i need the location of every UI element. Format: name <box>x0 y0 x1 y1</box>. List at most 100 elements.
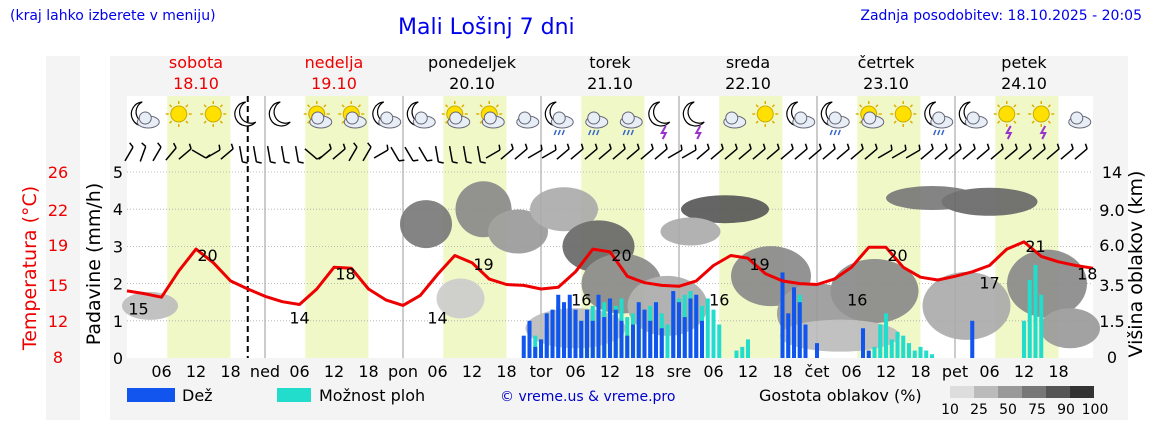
sun-ray <box>307 104 311 108</box>
wind-barb <box>1018 143 1032 160</box>
day-date: 21.10 <box>587 74 633 93</box>
sun-ray <box>219 104 223 108</box>
sun-ray <box>203 104 207 108</box>
wind-barb-feather <box>846 143 850 150</box>
temperature-line <box>126 240 1094 307</box>
x-tick-label: 18 <box>772 362 792 381</box>
shower-bar <box>1039 294 1044 358</box>
rain-bar <box>527 320 532 358</box>
temperature-tick: 19 <box>48 236 68 255</box>
sun-ray <box>909 120 913 124</box>
sun-ray <box>1047 104 1051 108</box>
wind-barb-shaft <box>152 146 162 162</box>
rain-bar <box>970 320 975 358</box>
daylight-band <box>167 96 231 358</box>
wind-barb <box>584 143 598 160</box>
wind-barb-feather <box>748 143 752 150</box>
wind-barb-feather <box>466 161 472 164</box>
cloud-rain-icon <box>619 111 643 136</box>
wind-barb <box>934 143 948 160</box>
wind-barb-feather <box>944 143 948 150</box>
x-tick-label: 12 <box>1014 362 1034 381</box>
wind-barb <box>877 144 893 159</box>
wind-barb <box>667 144 683 159</box>
left-panel <box>46 56 80 420</box>
rain-bar <box>550 309 555 358</box>
rain-bar <box>533 346 538 358</box>
x-tick-label: 12 <box>876 362 896 381</box>
wind-barb-shaft <box>598 148 612 160</box>
rain-bar <box>567 294 572 358</box>
wind-barb-feather <box>141 142 147 148</box>
wind-barb-feather <box>818 143 822 150</box>
temperature-tick: 8 <box>53 348 63 367</box>
credit-link[interactable]: © vreme.us & vreme.pro <box>500 389 675 405</box>
wind-barb-shaft <box>485 149 501 159</box>
wind-barb-feather <box>524 143 528 150</box>
x-tick-label: 12 <box>186 362 206 381</box>
rain-bar <box>642 309 647 358</box>
wind-barb-feather <box>1042 143 1046 150</box>
wind-barb-feather <box>608 143 612 150</box>
wind-barb-feather <box>694 144 697 151</box>
rain-drop <box>829 129 833 136</box>
moon-cloud-icon <box>130 101 160 129</box>
x-tick-label: 18 <box>910 362 930 381</box>
sun-ray <box>909 104 913 108</box>
x-tick-label: tor <box>530 362 553 381</box>
wind-barb <box>794 143 808 160</box>
shower-bar <box>734 350 739 358</box>
cloud-density-blob <box>488 209 548 254</box>
wind-barb <box>220 143 234 160</box>
sun-ray <box>755 104 759 108</box>
cloud-density-blob <box>830 259 919 324</box>
wind-barb <box>152 142 162 162</box>
lightning-bolt <box>660 125 668 140</box>
wind-barb-shaft <box>448 145 454 163</box>
wind-barb <box>948 143 962 160</box>
wind-barb <box>500 143 514 160</box>
wind-barb-feather <box>790 143 794 150</box>
density-swatch <box>998 386 1022 398</box>
wind-barb-feather <box>540 144 543 151</box>
precipitation-tick: 5 <box>113 163 123 182</box>
wind-barb-feather <box>298 161 304 164</box>
cloud-puff <box>863 111 877 125</box>
wind-barb-feather <box>353 142 358 148</box>
x-tick-label: 18 <box>358 362 378 381</box>
wind-barb-shaft <box>318 148 332 160</box>
wind-barb-feather <box>256 161 262 164</box>
day-name: sobota <box>169 53 223 72</box>
density-swatch <box>1046 386 1070 398</box>
cloud-density-blob <box>780 319 900 352</box>
sun-ray <box>1013 120 1017 124</box>
sun-ray <box>341 104 345 108</box>
wind-barb-shaft <box>294 145 300 163</box>
moon-cloud-icon <box>372 101 402 129</box>
wind-barb-shaft <box>1074 148 1088 160</box>
sun-ray <box>771 120 775 124</box>
wind-barb-shaft <box>724 148 738 160</box>
sun-ray <box>875 104 879 108</box>
wind-barb-feather <box>706 143 710 150</box>
precipitation-tick: 0 <box>113 349 123 368</box>
wind-barb <box>418 146 433 162</box>
temperature-extreme-label: 21 <box>1025 237 1045 256</box>
x-tick-label: 12 <box>324 362 344 381</box>
wind-barb <box>724 143 738 160</box>
wind-barb-feather <box>1000 143 1004 150</box>
moon-cloud-rain-icon <box>820 101 850 136</box>
location-hint[interactable]: (kraj lahko izberete v meniju) <box>10 8 216 24</box>
x-tick-label: 12 <box>600 362 620 381</box>
wind-barb-feather <box>480 161 486 164</box>
sun-icon <box>890 101 917 127</box>
rain-bar <box>590 320 595 358</box>
wind-barb <box>514 143 528 160</box>
lightning-bolt <box>1005 125 1013 140</box>
rain-bar <box>786 313 791 358</box>
x-tick-label: pet <box>942 362 968 381</box>
sun-ray <box>1013 104 1017 108</box>
wind-barb-feather <box>636 143 640 150</box>
wind-barb-feather <box>412 159 419 162</box>
shower-bar <box>924 350 929 358</box>
